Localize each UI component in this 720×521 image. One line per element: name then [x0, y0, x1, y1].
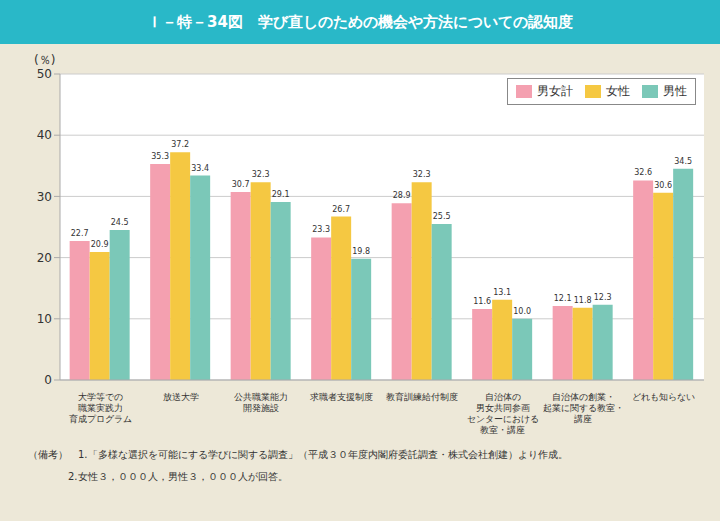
svg-text:23.3: 23.3 — [312, 225, 330, 234]
svg-text:30: 30 — [37, 190, 52, 204]
svg-text:10: 10 — [37, 312, 52, 326]
svg-text:20.9: 20.9 — [91, 240, 109, 249]
svg-text:19.8: 19.8 — [352, 247, 370, 256]
html-text:2.女性３，０００人，男性３，０００人が回答。: 2.女性３，０００人，男性３，０００人が回答。 — [28, 471, 288, 482]
svg-text:30.6: 30.6 — [654, 181, 672, 190]
svg-text:自治体の創業・: 自治体の創業・ — [552, 392, 615, 402]
svg-text:センターにおける: センターにおける — [467, 414, 539, 424]
html-text:Ｉ－特－34図 学び直しのための機会や方法についての認知度: Ｉ－特－34図 学び直しのための機会や方法についての認知度 — [147, 12, 573, 31]
svg-text:どれも知らない: どれも知らない — [632, 392, 695, 402]
svg-text:起業に関する教室・: 起業に関する教室・ — [543, 403, 624, 413]
svg-text:24.5: 24.5 — [111, 218, 129, 227]
svg-text:教育訓練給付制度: 教育訓練給付制度 — [386, 392, 458, 402]
svg-text:10.0: 10.0 — [513, 307, 531, 316]
svg-text:12.1: 12.1 — [554, 294, 572, 303]
svg-text:12.3: 12.3 — [594, 293, 612, 302]
svg-text:34.5: 34.5 — [674, 157, 692, 166]
svg-text:大学等での: 大学等での — [78, 392, 123, 402]
svg-text:自治体の: 自治体の — [485, 392, 521, 402]
svg-text:25.5: 25.5 — [433, 212, 451, 221]
svg-text:男女共同参画: 男女共同参画 — [476, 403, 530, 413]
svg-text:35.3: 35.3 — [151, 152, 169, 161]
svg-text:20: 20 — [37, 251, 52, 265]
svg-text:33.4: 33.4 — [191, 164, 209, 173]
svg-text:11.8: 11.8 — [574, 296, 592, 305]
svg-text:28.9: 28.9 — [393, 191, 411, 200]
svg-text:講座: 講座 — [574, 414, 592, 424]
svg-text:50: 50 — [37, 67, 52, 81]
svg-text:32.6: 32.6 — [634, 168, 652, 177]
svg-text:11.6: 11.6 — [473, 297, 491, 306]
html-text:男性: 男性 — [663, 84, 687, 98]
html-text:（備考） 1.「多様な選択を可能にする学びに関する調査」（平: （備考） 1.「多様な選択を可能にする学びに関する調査」（平成３０年度内閣府委託… — [28, 449, 568, 460]
svg-text:教室・講座: 教室・講座 — [480, 425, 525, 435]
svg-text:29.1: 29.1 — [272, 190, 290, 199]
svg-text:40: 40 — [37, 128, 52, 142]
svg-text:公共職業能力: 公共職業能力 — [234, 392, 288, 402]
svg-text:30.7: 30.7 — [232, 180, 250, 189]
html-text:女性: 女性 — [606, 84, 630, 98]
html-text:男女計: 男女計 — [537, 84, 573, 98]
svg-text:13.1: 13.1 — [493, 288, 511, 297]
svg-text:開発施設: 開発施設 — [243, 403, 279, 413]
svg-text:育成プログラム: 育成プログラム — [69, 414, 132, 424]
svg-text:22.7: 22.7 — [71, 229, 89, 238]
svg-text:26.7: 26.7 — [332, 205, 350, 214]
svg-text:職業実践力: 職業実践力 — [78, 403, 123, 413]
svg-text:0: 0 — [44, 373, 52, 387]
svg-text:32.3: 32.3 — [252, 170, 270, 179]
svg-text:放送大学: 放送大学 — [163, 392, 199, 402]
svg-text:求職者支援制度: 求職者支援制度 — [310, 392, 373, 402]
svg-text:37.2: 37.2 — [171, 140, 189, 149]
svg-text:32.3: 32.3 — [413, 170, 431, 179]
